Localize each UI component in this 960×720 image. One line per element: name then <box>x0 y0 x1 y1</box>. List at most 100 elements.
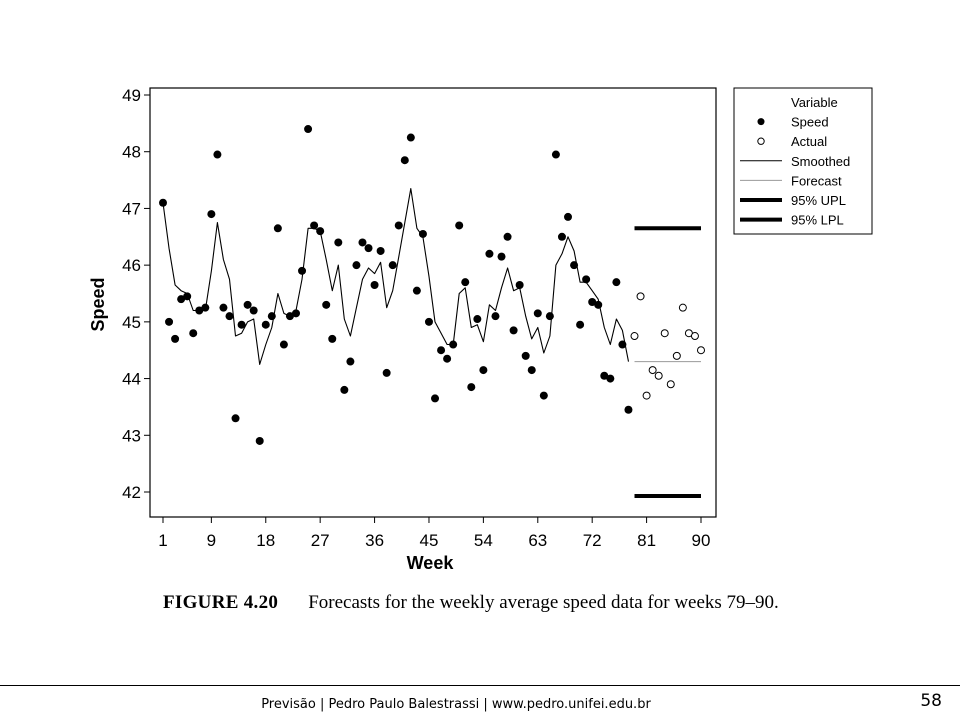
actual-point <box>642 391 651 400</box>
speed-point <box>298 266 307 275</box>
x-tick-label: 63 <box>528 531 547 550</box>
actual-point <box>648 366 657 375</box>
y-tick-label: 48 <box>122 143 141 162</box>
speed-point <box>382 368 391 377</box>
speed-point <box>533 309 542 318</box>
speed-point <box>600 371 609 380</box>
x-tick-label: 9 <box>207 531 216 550</box>
actual-point <box>636 292 645 301</box>
actual-point <box>654 371 663 380</box>
speed-point <box>618 340 627 349</box>
speed-point <box>443 354 452 363</box>
speed-point <box>291 309 300 318</box>
speed-point <box>424 317 433 326</box>
speed-point <box>400 156 409 165</box>
speed-point <box>564 212 573 221</box>
actual-point <box>697 346 705 355</box>
speed-point <box>449 340 458 349</box>
speed-point <box>171 334 180 343</box>
speed-point <box>304 125 313 134</box>
speed-point <box>594 300 603 309</box>
y-tick-label: 46 <box>122 256 141 275</box>
y-tick-label: 49 <box>122 86 141 105</box>
y-tick-label: 42 <box>122 483 141 502</box>
footer-text: Previsão | Pedro Paulo Balestrassi | www… <box>261 697 651 712</box>
x-tick-label: 90 <box>692 531 711 550</box>
speed-point <box>437 346 446 355</box>
x-tick-label: 36 <box>365 531 384 550</box>
actual-point <box>666 380 675 389</box>
speed-point <box>545 312 554 321</box>
speed-point <box>467 383 476 392</box>
speed-point <box>352 261 361 270</box>
y-tick-label: 44 <box>122 370 141 389</box>
figure-number: FIGURE 4.20 <box>163 592 279 613</box>
y-axis-label: Speed <box>88 277 108 331</box>
axes: 42 43 44 45 46 47 48 49 1 9 18 27 36 45 54 63 72 81 90 Week… <box>88 86 710 573</box>
speed-point <box>183 292 192 301</box>
speed-point <box>201 303 210 312</box>
y-tick-label: 47 <box>122 199 141 218</box>
speed-chart: 42 43 44 45 46 47 48 49 1 9 18 27 36 45 54 63 72 81 90 Week… <box>88 86 873 573</box>
actual-point <box>672 351 681 360</box>
speed-point <box>431 394 440 403</box>
x-tick-label: 81 <box>637 531 656 550</box>
legend-title: Variable <box>791 95 838 110</box>
figure-caption: FIGURE 4.20 Forecasts for the weekly aver… <box>163 592 779 614</box>
speed-point <box>527 366 536 375</box>
speed-point <box>334 238 343 247</box>
plot-border <box>149 87 717 518</box>
x-tick-label: 18 <box>256 531 275 550</box>
speed-point <box>588 298 597 307</box>
speed-point <box>261 320 270 329</box>
speed-point <box>279 340 288 349</box>
speed-point <box>225 312 234 321</box>
speed-point <box>370 280 379 289</box>
speed-point <box>412 286 421 295</box>
speed-point <box>485 249 494 258</box>
speed-point <box>219 303 228 312</box>
speed-point <box>509 326 518 335</box>
speed-point <box>207 210 216 219</box>
speed-point <box>479 366 488 375</box>
speed-point <box>237 320 246 329</box>
speed-point <box>455 221 464 230</box>
speed-point <box>576 320 585 329</box>
speed-point <box>551 150 560 159</box>
speed-point <box>231 414 240 423</box>
speed-point <box>418 229 427 238</box>
speed-point <box>606 374 615 383</box>
series-layer <box>159 125 705 498</box>
y-tick-label: 43 <box>122 426 141 445</box>
y-tick-label: 45 <box>122 313 141 332</box>
legend-label-95-upl: 95% UPL <box>791 193 846 208</box>
speed-point <box>612 278 621 287</box>
speed-point <box>515 280 524 289</box>
speed-point <box>570 261 579 270</box>
speed-point <box>461 278 470 287</box>
speed-point <box>346 357 355 366</box>
legend: Variable Speed Actual Smoothed Forecast 95% U… <box>733 87 873 235</box>
x-tick-label: 45 <box>420 531 439 550</box>
speed-point <box>503 232 512 241</box>
page-number: 58 <box>920 691 942 711</box>
speed-point <box>521 351 530 360</box>
speed-point <box>243 300 252 309</box>
actual-point <box>630 332 639 341</box>
legend-label-smoothed: Smoothed <box>791 154 850 169</box>
speed-point <box>624 405 633 414</box>
speed-point <box>358 238 367 247</box>
speed-point <box>388 261 397 270</box>
speed-point <box>376 246 385 255</box>
legend-label-95-lpl: 95% LPL <box>791 213 844 228</box>
speed-point <box>189 329 198 338</box>
speed-point <box>364 244 373 253</box>
actual-point <box>690 332 699 341</box>
speed-point <box>316 227 325 236</box>
legend-label-forecast: Forecast <box>791 173 842 188</box>
speed-point <box>497 252 506 261</box>
speed-point <box>539 391 548 400</box>
actual-point <box>660 329 669 338</box>
speed-point <box>406 133 415 142</box>
speed-point <box>165 317 174 326</box>
